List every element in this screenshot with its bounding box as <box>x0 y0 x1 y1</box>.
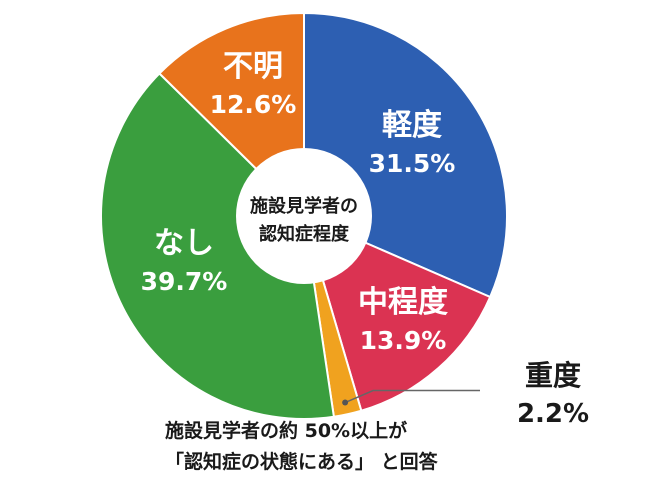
slice-name-label-1: 中程度 <box>358 285 448 320</box>
caption-line-1: 施設見学者の約 50%以上が <box>165 420 408 442</box>
center-label-line-1: 施設見学者の <box>250 195 358 217</box>
donut-hole <box>236 148 372 284</box>
slice-value-label-4: 12.6% <box>210 90 297 119</box>
leader-dot-2 <box>342 399 349 406</box>
slice-value-label-3: 39.7% <box>141 267 228 296</box>
slice-value-label-2: 2.2% <box>517 399 589 429</box>
center-label-line-2: 認知症程度 <box>259 223 350 245</box>
caption: 施設見学者の約 50%以上が 「認知症の状態にある」 と回答 <box>165 416 438 478</box>
caption-line-2: 「認知症の状態にある」 と回答 <box>165 451 438 473</box>
chart-labels: 軽度 31.5% 中程度 13.9% 重度 2.2% なし 39.7% 不明 12.6% <box>141 49 589 429</box>
slice-3 <box>100 72 336 420</box>
leader-line-2 <box>344 389 480 404</box>
slice-name-label-3: なし <box>154 226 214 261</box>
slice-name-label-4: 不明 <box>223 49 283 84</box>
slice-value-label-1: 13.9% <box>360 326 447 355</box>
slice-value-label-0: 31.5% <box>369 149 456 178</box>
slice-name-label-0: 軽度 <box>382 108 442 143</box>
slice-name-label-2: 重度 <box>525 359 581 392</box>
